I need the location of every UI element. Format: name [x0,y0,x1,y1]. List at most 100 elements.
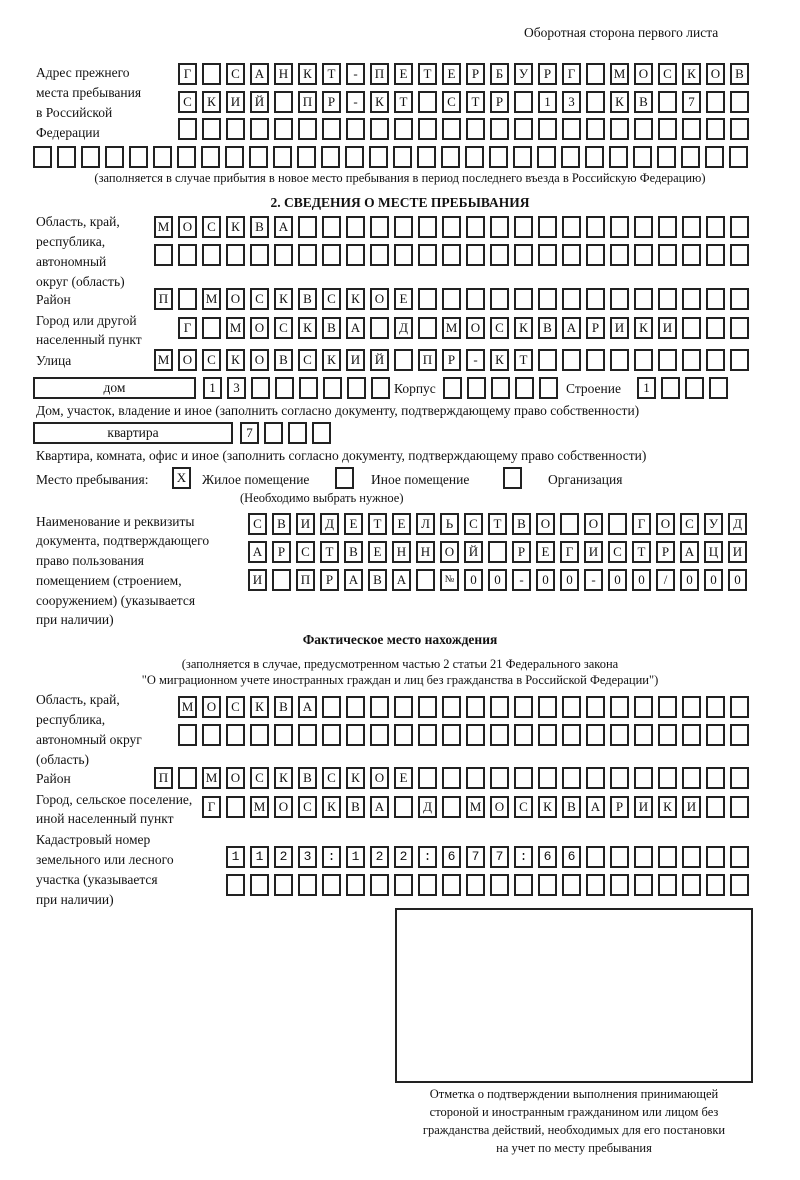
char-cell[interactable]: К [274,288,293,310]
char-cell[interactable]: С [298,349,317,371]
char-cell[interactable] [442,118,461,140]
char-cell[interactable] [347,377,366,399]
char-cell[interactable]: А [370,796,389,818]
char-cell[interactable]: А [346,317,365,339]
char-cell[interactable]: К [322,349,341,371]
prev-address-row-3[interactable] [178,118,754,140]
char-cell[interactable] [225,146,244,168]
char-cell[interactable]: 3 [562,91,581,113]
char-cell[interactable]: 0 [536,569,555,591]
char-cell[interactable]: В [512,513,531,535]
char-cell[interactable] [466,216,485,238]
char-cell[interactable] [514,874,533,896]
char-cell[interactable]: О [274,796,293,818]
char-cell[interactable] [418,216,437,238]
char-cell[interactable]: С [490,317,509,339]
char-cell[interactable] [491,377,510,399]
char-cell[interactable] [250,724,269,746]
char-cell[interactable] [562,244,581,266]
char-cell[interactable]: К [610,91,629,113]
char-cell[interactable]: С [296,541,315,563]
char-cell[interactable] [322,118,341,140]
char-cell[interactable]: Г [202,796,221,818]
char-cell[interactable]: О [584,513,603,535]
char-cell[interactable] [394,696,413,718]
char-cell[interactable] [298,874,317,896]
char-cell[interactable]: Е [392,513,411,535]
apt-type-field[interactable]: квартира [33,422,233,444]
char-cell[interactable] [682,244,701,266]
char-cell[interactable] [538,724,557,746]
char-cell[interactable] [370,216,389,238]
char-cell[interactable] [394,846,413,868]
char-cell[interactable] [538,349,557,371]
char-cell[interactable] [298,724,317,746]
char-cell[interactable]: О [490,796,509,818]
char-cell[interactable] [634,216,653,238]
char-cell[interactable] [226,244,245,266]
char-cell[interactable] [661,377,680,399]
char-cell[interactable] [658,767,677,789]
char-cell[interactable]: С [248,513,267,535]
char-cell[interactable] [264,422,283,444]
korpus-row[interactable] [443,377,563,399]
char-cell[interactable] [658,288,677,310]
char-cell[interactable] [730,216,749,238]
char-cell[interactable]: М [226,317,245,339]
char-cell[interactable] [442,216,461,238]
char-cell[interactable]: И [296,513,315,535]
char-cell[interactable]: К [322,796,341,818]
char-cell[interactable] [634,118,653,140]
char-cell[interactable] [346,216,365,238]
char-cell[interactable]: 0 [704,569,723,591]
char-cell[interactable] [274,724,293,746]
char-cell[interactable] [322,874,341,896]
char-cell[interactable] [513,146,532,168]
char-cell[interactable] [586,874,605,896]
char-cell[interactable]: Р [586,317,605,339]
char-cell[interactable]: С [608,541,627,563]
char-cell[interactable] [682,349,701,371]
char-cell[interactable] [610,288,629,310]
char-cell[interactable]: С [202,349,221,371]
char-cell[interactable]: 0 [608,569,627,591]
char-cell[interactable]: С [274,317,293,339]
char-cell[interactable]: Р [320,569,339,591]
char-cell[interactable]: К [274,767,293,789]
char-cell[interactable] [418,846,437,868]
char-cell[interactable] [272,569,291,591]
char-cell[interactable]: К [490,349,509,371]
char-cell[interactable] [538,244,557,266]
char-cell[interactable]: О [370,767,389,789]
char-cell[interactable] [466,874,485,896]
char-cell[interactable] [538,696,557,718]
char-cell[interactable]: В [274,696,293,718]
char-cell[interactable] [634,874,653,896]
char-cell[interactable] [610,767,629,789]
prev-address-row-4[interactable] [33,146,753,168]
char-cell[interactable] [201,146,220,168]
char-cell[interactable] [442,874,461,896]
char-cell[interactable] [490,216,509,238]
char-cell[interactable]: К [538,796,557,818]
char-cell[interactable] [418,317,437,339]
char-cell[interactable] [417,146,436,168]
char-cell[interactable] [610,118,629,140]
char-cell[interactable]: К [514,317,533,339]
char-cell[interactable] [465,146,484,168]
char-cell[interactable]: В [272,513,291,535]
char-cell[interactable] [418,288,437,310]
char-cell[interactable] [251,377,270,399]
char-cell[interactable] [57,146,76,168]
char-cell[interactable]: С [322,767,341,789]
char-cell[interactable]: Т [632,541,651,563]
char-cell[interactable] [706,796,725,818]
char-cell[interactable]: Й [250,91,269,113]
char-cell[interactable] [682,288,701,310]
char-cell[interactable] [297,146,316,168]
cadastral-row-2[interactable] [226,874,754,896]
char-cell[interactable]: 7 [240,422,259,444]
char-cell[interactable]: К [202,91,221,113]
char-cell[interactable]: С [250,288,269,310]
